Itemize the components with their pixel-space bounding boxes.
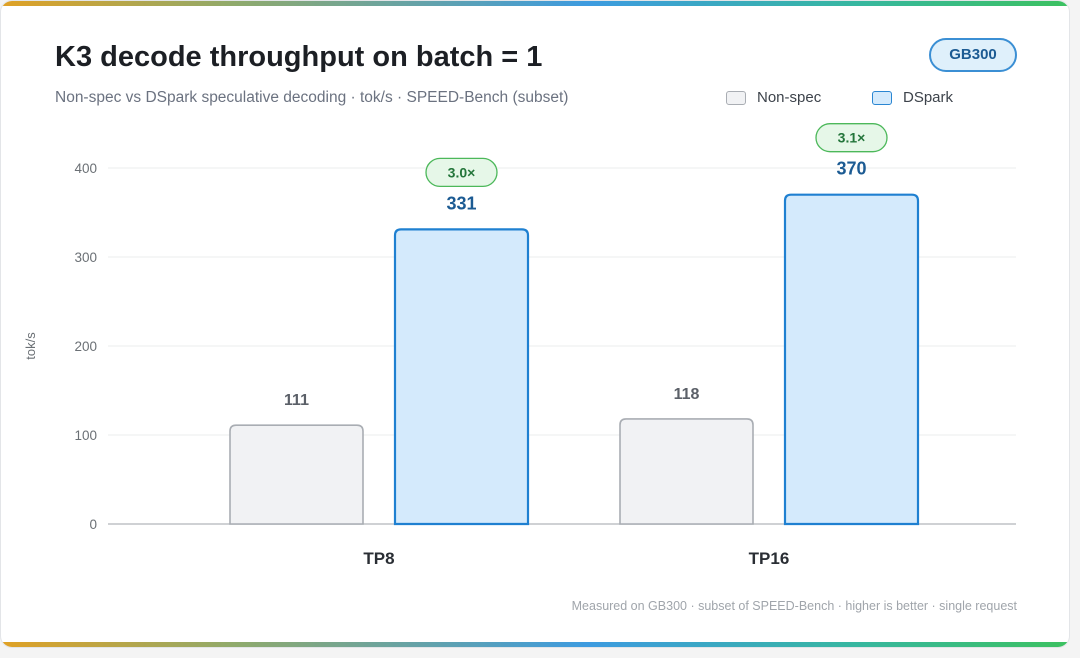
chart-card: K3 decode throughput on batch = 1 Non-sp… [0, 0, 1070, 648]
speedup-label-tp16: 3.1× [838, 130, 866, 146]
legend-item-dspark: DSpark [872, 89, 953, 106]
bar-nonspec-tp16 [619, 418, 754, 525]
x-tick-label-tp8: TP8 [363, 549, 394, 568]
speedup-pill-tp16 [815, 123, 888, 153]
y-tick-label: 0 [89, 517, 97, 532]
hardware-badge: GB300 [929, 38, 1017, 72]
bar-nonspec-tp8 [229, 424, 364, 525]
legend-swatch-dspark [872, 90, 892, 105]
y-tick-label: 200 [74, 339, 97, 354]
data-label-dspark-tp16: 370 [836, 159, 866, 179]
y-tick-label: 100 [74, 428, 97, 443]
bar-chart: 0 100 200 300 400 tok/s 111 331 3.0× TP8 118 370 3.1… [23, 123, 1016, 568]
legend-item-nonspec: Non-spec [726, 89, 821, 106]
y-axis-label: tok/s [23, 332, 38, 360]
bottom-accent-stripe [1, 642, 1069, 647]
speedup-label-tp8: 3.0× [448, 164, 476, 180]
speedup-pill-tp8 [425, 157, 498, 188]
data-label-nonspec-tp16: 118 [674, 386, 700, 403]
data-label-nonspec-tp8: 111 [284, 392, 309, 409]
x-tick-label-tp16: TP16 [749, 549, 790, 568]
y-tick-label: 300 [74, 250, 97, 265]
legend-swatch-nonspec [726, 90, 746, 105]
bar-dspark-tp8 [393, 228, 530, 526]
legend-label-nonspec: Non-spec [757, 89, 822, 106]
data-label-dspark-tp8: 331 [446, 193, 476, 213]
y-tick-label: 400 [74, 161, 97, 176]
footnote: Measured on GB300 · subset of SPEED-Benc… [571, 599, 1017, 613]
legend-label-dspark: DSpark [903, 89, 954, 106]
top-accent-stripe [1, 1, 1069, 6]
bar-dspark-tp16 [783, 193, 920, 526]
chart-subtitle: Non-spec vs DSpark speculative decoding … [55, 89, 569, 106]
chart-title: K3 decode throughput on batch = 1 [55, 41, 543, 73]
